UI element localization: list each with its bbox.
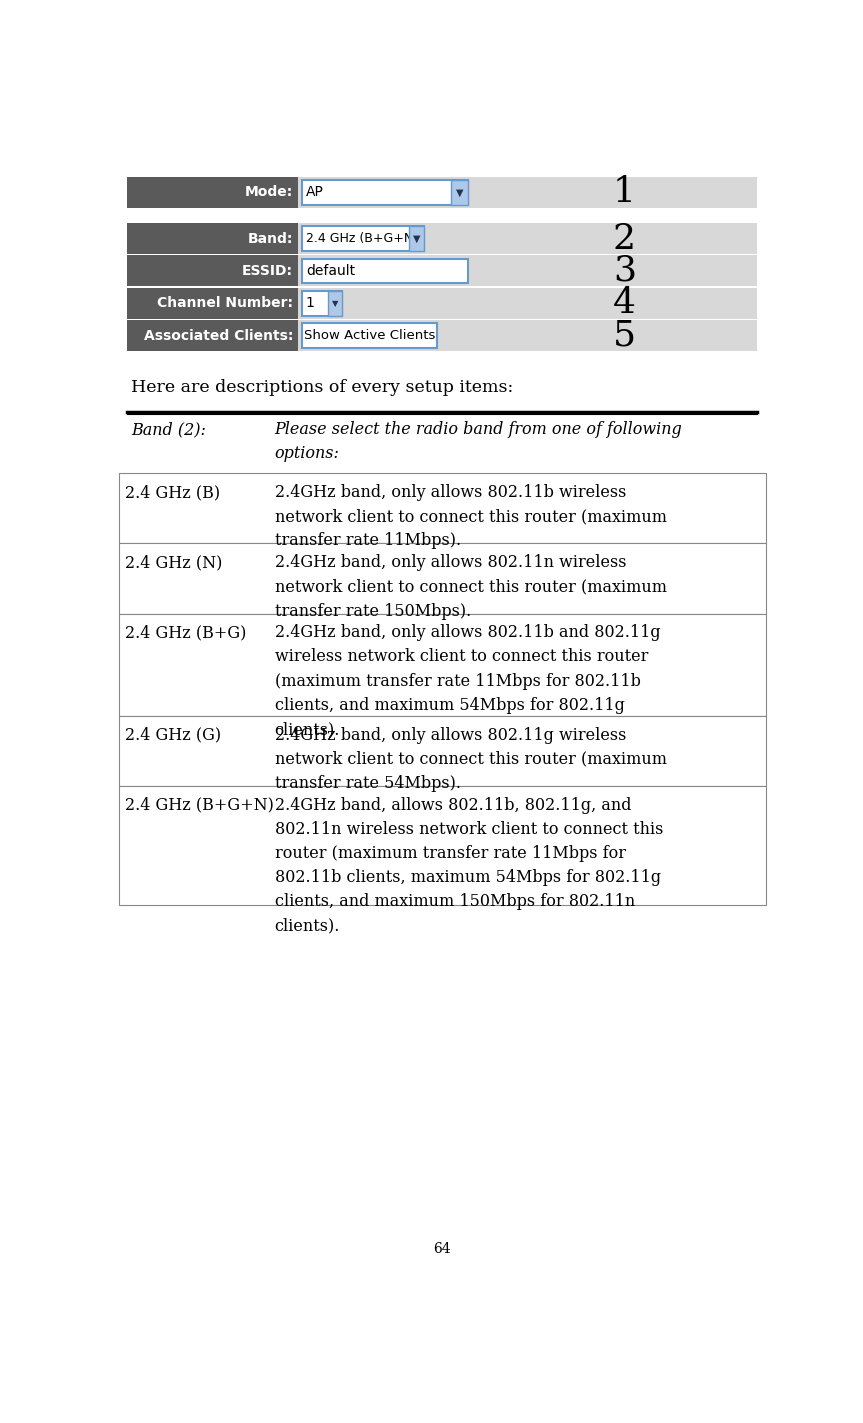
Text: 5: 5	[613, 319, 636, 353]
Text: default: default	[306, 263, 356, 277]
Bar	[451, 179, 469, 205]
Text: 2.4GHz band, only allows 802.11b wireless
network client to connect this router : 2.4GHz band, only allows 802.11b wireles…	[274, 484, 666, 549]
Text: 64: 64	[433, 1242, 450, 1257]
Text: ESSID:: ESSID:	[243, 263, 293, 277]
Text: 2.4GHz band, only allows 802.11n wireless
network client to connect this router : 2.4GHz band, only allows 802.11n wireles…	[274, 554, 666, 619]
Bar	[119, 613, 765, 716]
Bar	[127, 223, 298, 253]
Text: 2.4 GHz (B+G+N): 2.4 GHz (B+G+N)	[306, 232, 418, 245]
Bar	[302, 226, 424, 250]
Bar	[408, 226, 424, 250]
Text: 2.4 GHz (N): 2.4 GHz (N)	[125, 554, 223, 571]
Bar	[127, 320, 298, 351]
Text: Show Active Clients: Show Active Clients	[304, 329, 435, 342]
Text: 2.4GHz band, only allows 802.11g wireless
network client to connect this router : 2.4GHz band, only allows 802.11g wireles…	[274, 727, 666, 793]
Text: 2.4GHz band, allows 802.11b, 802.11g, and
802.11n wireless network client to con: 2.4GHz band, allows 802.11b, 802.11g, an…	[274, 797, 663, 935]
Text: Band (2):: Band (2):	[131, 421, 206, 438]
Bar	[302, 290, 342, 316]
Bar	[127, 176, 298, 208]
Bar	[328, 290, 342, 316]
Text: AP: AP	[306, 185, 324, 199]
Bar	[127, 287, 758, 319]
Text: 4: 4	[613, 286, 636, 320]
Bar	[302, 323, 438, 347]
Bar	[119, 474, 765, 544]
Bar	[119, 785, 765, 905]
Text: ▼: ▼	[413, 233, 420, 243]
Text: Please select the radio band from one of following
options:: Please select the radio band from one of…	[274, 421, 683, 461]
Text: 3: 3	[613, 253, 636, 287]
Text: Here are descriptions of every setup items:: Here are descriptions of every setup ite…	[131, 380, 513, 397]
Text: ▼: ▼	[331, 299, 338, 307]
Bar	[119, 716, 765, 785]
Bar	[127, 287, 298, 319]
Text: 2.4 GHz (G): 2.4 GHz (G)	[125, 727, 221, 744]
Text: 1: 1	[306, 296, 314, 310]
Text: ▼: ▼	[456, 188, 463, 198]
Bar	[127, 176, 758, 208]
Text: 2.4 GHz (B+G+N): 2.4 GHz (B+G+N)	[125, 797, 274, 814]
Bar	[302, 259, 469, 283]
Text: 1: 1	[613, 175, 636, 209]
Bar	[119, 544, 765, 613]
Text: 2: 2	[613, 222, 636, 256]
Bar	[127, 256, 758, 286]
Text: Band:: Band:	[248, 232, 293, 246]
Bar	[127, 223, 758, 253]
Text: Channel Number:: Channel Number:	[157, 296, 293, 310]
Bar	[302, 179, 469, 205]
Bar	[127, 320, 758, 351]
Bar	[127, 256, 298, 286]
Text: 2.4GHz band, only allows 802.11b and 802.11g
wireless network client to connect : 2.4GHz band, only allows 802.11b and 802…	[274, 625, 660, 739]
Text: Mode:: Mode:	[245, 185, 293, 199]
Text: Associated Clients:: Associated Clients:	[144, 329, 293, 343]
Text: 2.4 GHz (B): 2.4 GHz (B)	[125, 484, 220, 501]
Text: 2.4 GHz (B+G): 2.4 GHz (B+G)	[125, 625, 246, 642]
